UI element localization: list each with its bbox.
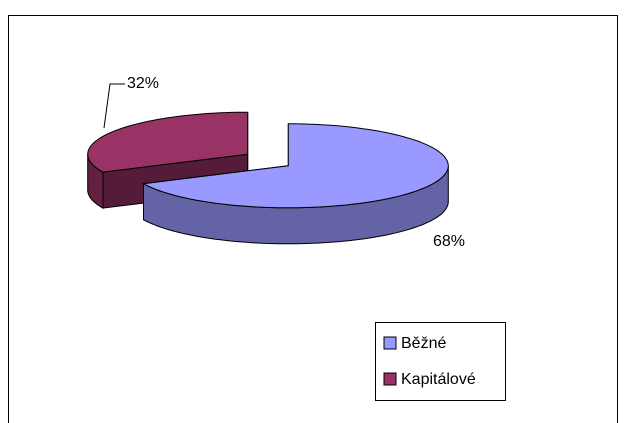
pie-slice [141,123,449,245]
data-label: 68% [433,233,465,250]
legend-label: Běžné [401,335,446,352]
leader-line [103,83,125,129]
data-label: 32% [127,75,159,92]
legend-swatch [383,372,397,386]
legend-label: Kapitálové [401,371,476,388]
slice-top [87,111,249,173]
slice-top [141,123,449,209]
legend-box [375,322,506,401]
legend-swatch [383,336,397,350]
